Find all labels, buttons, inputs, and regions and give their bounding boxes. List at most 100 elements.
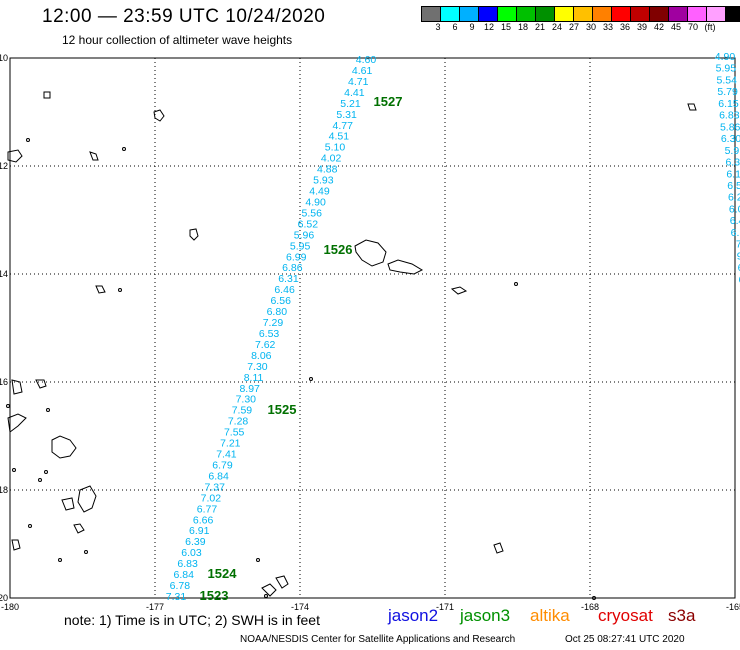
- pass-number-label: 1527: [374, 94, 403, 109]
- colorbar-label: 18: [517, 22, 529, 32]
- coastline-shape: [275, 575, 289, 589]
- coastline-shape: [153, 109, 165, 122]
- lat-tick-label: -10: [0, 53, 8, 63]
- wave-height-value: 6: [738, 274, 740, 286]
- satellite-legend-cryosat: cryosat: [598, 606, 653, 625]
- coastline-shape: [261, 583, 277, 597]
- wave-height-value: 4.90: [305, 196, 326, 208]
- wave-height-value: 6.0: [729, 203, 740, 215]
- satellite-legend-jason3: jason3: [460, 606, 511, 625]
- lon-tick-label: -165: [726, 602, 740, 612]
- coastline-shape: [189, 228, 199, 241]
- map-subtitle: 12 hour collection of altimeter wave hei…: [62, 33, 293, 47]
- wave-height-value: 4.88: [317, 164, 338, 176]
- wave-height-value: 8.06: [251, 350, 272, 362]
- lat-tick-label: -16: [0, 377, 8, 387]
- wave-height-value: 5.54: [717, 74, 738, 86]
- colorbar-label: 33: [602, 22, 614, 32]
- colorbar-label: 9: [469, 22, 475, 32]
- wave-height-value: 4.02: [321, 153, 342, 165]
- wave-height-value: 6.52: [298, 218, 319, 230]
- islet: [592, 596, 596, 600]
- islet: [118, 288, 122, 292]
- lon-tick-label: -171: [436, 602, 454, 612]
- wave-height-value: 4.51: [329, 131, 350, 143]
- colorbar-label: (ft): [704, 22, 716, 32]
- wave-height-value: 7.30: [247, 361, 268, 373]
- wave-height-value: 6.83: [719, 110, 740, 122]
- colorbar-label: 39: [636, 22, 648, 32]
- coastline-shape: [11, 539, 21, 551]
- lat-tick-label: -18: [0, 485, 8, 495]
- wave-height-value: 9: [737, 250, 740, 262]
- wave-height-value: 5.21: [340, 98, 361, 110]
- wave-height-value: 7.02: [201, 492, 222, 504]
- islet: [44, 470, 48, 474]
- colorbar-label: 70: [687, 22, 699, 32]
- wave-height-value: 6.03: [181, 547, 202, 559]
- colorbar-label: 15: [500, 22, 512, 32]
- wave-height-value: 6.39: [185, 536, 206, 548]
- footer-note: note: 1) Time is in UTC; 2) SWH is in fe…: [64, 612, 320, 628]
- wave-height-value: 4.49: [309, 186, 330, 198]
- credit-line: NOAA/NESDIS Center for Satellite Applica…: [240, 634, 516, 645]
- wave-height-value: 5.95: [290, 240, 311, 252]
- wave-height-value: 6.1: [731, 227, 740, 239]
- colorbar-label: 12: [483, 22, 495, 32]
- coastline-shape: [7, 413, 27, 433]
- colorbar-label: 36: [619, 22, 631, 32]
- colorbar-label: 27: [568, 22, 580, 32]
- colorbar-label: 6: [452, 22, 458, 32]
- wave-height-value: 7.21: [220, 438, 241, 450]
- lon-tick-label: -168: [581, 602, 599, 612]
- wave-height-value: 6.2: [728, 192, 740, 204]
- wave-height-value: 5.96: [294, 229, 315, 241]
- wave-height-value: 6.86: [282, 262, 303, 274]
- wave-height-value: 6.84: [208, 470, 229, 482]
- colorbar: [421, 6, 740, 22]
- map-frame: [9, 57, 736, 599]
- lat-tick-label: -12: [0, 161, 8, 171]
- wave-height-value: 5.10: [325, 142, 346, 154]
- wave-height-value: 6.15: [718, 98, 739, 110]
- colorbar-labels: 3 6 9 12 15 18 21 24 27 30 33 36 39 42 45 70 (ft): [421, 22, 740, 34]
- colorbar-label: 24: [551, 22, 563, 32]
- pass-number-label: 1524: [208, 566, 238, 581]
- islet: [256, 558, 260, 562]
- coastlines: [6, 91, 697, 600]
- altimeter-track-east: 4.905.955.545.796.156.835.866.305.96.36.…: [715, 51, 740, 298]
- islet: [26, 138, 30, 142]
- wave-height-value: 4.41: [344, 87, 365, 99]
- generated-timestamp: Oct 25 08:27:41 UTC 2020: [565, 634, 685, 645]
- wave-height-value: 7.29: [263, 317, 284, 329]
- coastline-shape: [43, 91, 51, 99]
- islet: [309, 377, 313, 381]
- wave-height-value: 6.46: [274, 284, 295, 296]
- pass-number-label: 1525: [268, 402, 297, 417]
- islet: [46, 408, 50, 412]
- coastline-shape: [7, 149, 23, 163]
- lon-tick-label: -180: [1, 602, 19, 612]
- islet: [514, 282, 518, 286]
- coastline-shape: [354, 239, 387, 267]
- wave-height-value: 6: [738, 262, 740, 274]
- coastline-shape: [11, 379, 23, 395]
- wave-height-value: 6.77: [197, 503, 218, 515]
- wave-height-value: 5.86: [720, 121, 740, 133]
- satellite-legend-jason2: jason2: [388, 606, 439, 625]
- wave-height-value: 5.93: [313, 175, 334, 187]
- wave-height-value: 6.80: [267, 306, 288, 318]
- wave-height-value: 6.79: [212, 459, 233, 471]
- wave-height-value: 5.95: [716, 63, 737, 75]
- wave-height-value: 6.3: [725, 157, 740, 169]
- wave-height-value: 6.66: [193, 514, 214, 526]
- satellite-legend-altika: altika: [530, 606, 570, 625]
- pass-labels: 1527 1526 1525 1524 1523: [200, 94, 403, 603]
- colorbar-label: 42: [653, 22, 665, 32]
- colorbar-label: 30: [585, 22, 597, 32]
- wave-height-value: 6.99: [286, 251, 307, 263]
- lat-tick-label: -14: [0, 269, 8, 279]
- wave-height-value: 7.37: [205, 481, 226, 493]
- wave-height-value: 6.1: [726, 168, 740, 180]
- islet: [122, 147, 126, 151]
